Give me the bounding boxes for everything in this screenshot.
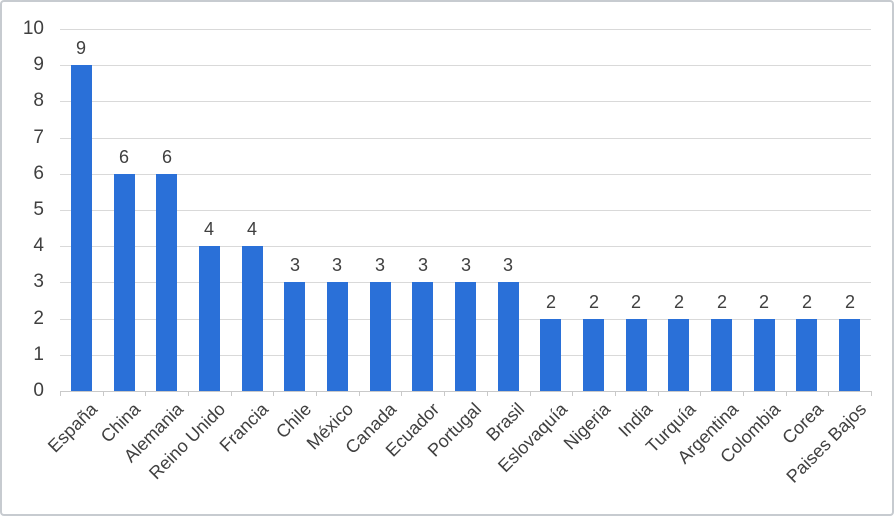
bar-value-label: 2 — [844, 292, 855, 312]
x-axis-tick — [743, 391, 744, 396]
bar-value-label: 3 — [460, 255, 471, 275]
bar-value-label: 2 — [716, 292, 727, 312]
bar-value-label: 4 — [246, 219, 257, 239]
bar — [839, 319, 860, 391]
x-axis-tick — [231, 391, 232, 396]
x-axis-tick — [828, 391, 829, 396]
bar-value-label: 3 — [502, 255, 513, 275]
bar-value-label: 2 — [758, 292, 769, 312]
x-axis-tick — [145, 391, 146, 396]
bar-value-label: 2 — [673, 292, 684, 312]
bar — [498, 282, 519, 391]
y-axis-tick-label: 6 — [33, 163, 44, 184]
x-axis-tick — [401, 391, 402, 396]
bar — [327, 282, 348, 391]
bar-value-label: 2 — [801, 292, 812, 312]
x-axis-tick — [316, 391, 317, 396]
gridline — [60, 65, 871, 66]
gridline — [60, 101, 871, 102]
x-axis-tick — [786, 391, 787, 396]
x-axis-tick — [871, 391, 872, 396]
gridline — [60, 138, 871, 139]
y-axis-tick-label: 10 — [22, 18, 44, 39]
y-axis-tick-label: 7 — [33, 127, 44, 148]
bar-value-label: 3 — [417, 255, 428, 275]
bar — [412, 282, 433, 391]
x-axis-tick — [572, 391, 573, 396]
x-axis-label: Nigeria — [559, 399, 615, 454]
bar — [455, 282, 476, 391]
gridline — [60, 210, 871, 211]
bar — [114, 174, 135, 391]
x-axis-tick — [444, 391, 445, 396]
x-axis-line — [60, 391, 871, 392]
bar — [540, 319, 561, 391]
bar-value-label: 2 — [588, 292, 599, 312]
bar — [668, 319, 689, 391]
bar — [370, 282, 391, 391]
x-axis-tick — [700, 391, 701, 396]
bar — [71, 65, 92, 391]
bar — [199, 246, 220, 391]
gridline — [60, 29, 871, 30]
bar-value-label: 2 — [630, 292, 641, 312]
bar-value-label: 6 — [161, 147, 172, 167]
bar — [156, 174, 177, 391]
y-axis-tick-label: 3 — [33, 271, 44, 292]
x-axis-tick — [188, 391, 189, 396]
x-axis-tick — [487, 391, 488, 396]
bar-value-label: 6 — [118, 147, 129, 167]
x-axis-label: España — [43, 399, 102, 457]
y-axis-tick-label: 5 — [33, 199, 44, 220]
gridline — [60, 246, 871, 247]
x-axis-tick — [658, 391, 659, 396]
bar-value-label: 3 — [331, 255, 342, 275]
x-axis-tick — [273, 391, 274, 396]
bar-value-label: 2 — [545, 292, 556, 312]
x-axis-tick — [530, 391, 531, 396]
x-axis-tick — [60, 391, 61, 396]
y-axis-tick-label: 1 — [33, 344, 44, 365]
bar — [242, 246, 263, 391]
gridline — [60, 174, 871, 175]
bar — [711, 319, 732, 391]
bar — [796, 319, 817, 391]
x-axis-tick — [103, 391, 104, 396]
y-axis-tick-label: 4 — [33, 235, 44, 256]
bar — [284, 282, 305, 391]
y-axis-tick-label: 9 — [33, 54, 44, 75]
x-axis-tick — [359, 391, 360, 396]
y-axis-tick-label: 0 — [33, 380, 44, 401]
bar — [583, 319, 604, 391]
bar — [626, 319, 647, 391]
bar-value-label: 3 — [289, 255, 300, 275]
x-axis-tick — [615, 391, 616, 396]
bar — [754, 319, 775, 391]
bar-value-label: 4 — [203, 219, 214, 239]
bar-value-label: 3 — [374, 255, 385, 275]
y-axis-tick-label: 8 — [33, 90, 44, 111]
bar-value-label: 9 — [75, 38, 86, 58]
y-axis-tick-label: 2 — [33, 308, 44, 329]
